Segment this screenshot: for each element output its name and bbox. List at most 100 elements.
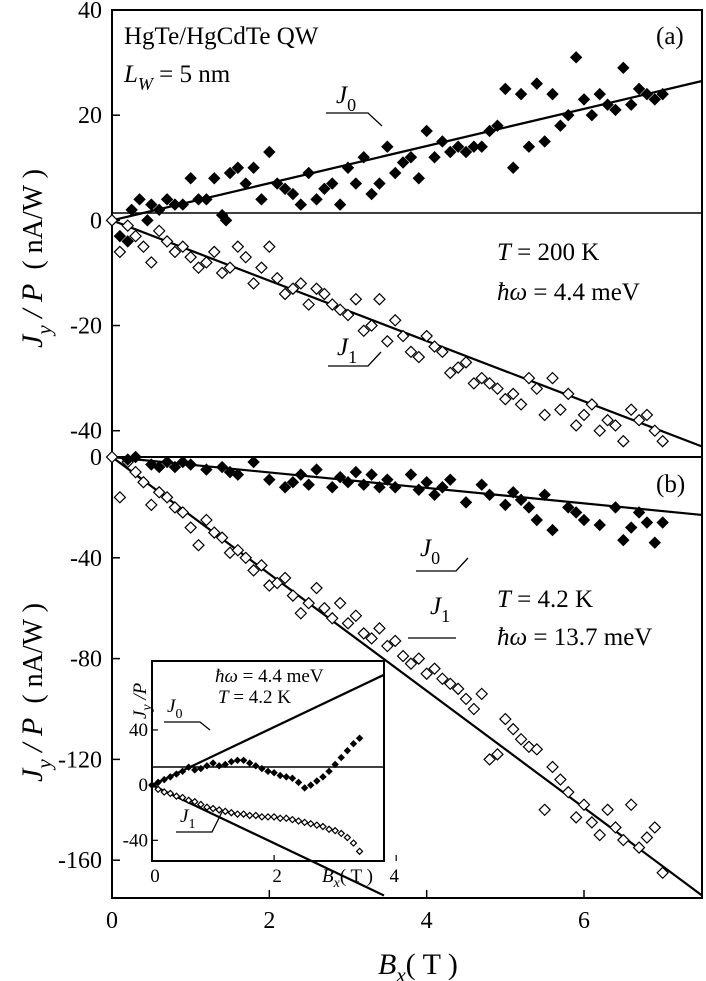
data-point: [467, 377, 481, 390]
data-point: [585, 816, 599, 829]
data-point: [307, 781, 315, 789]
data-point: [632, 413, 646, 427]
data-point: [388, 313, 402, 327]
data-point: [530, 513, 544, 527]
data-point: [420, 475, 433, 489]
data-point: [343, 833, 352, 842]
panel-b-j0-label: J0: [420, 535, 440, 568]
panel-b-fit-lines: [111, 455, 703, 897]
data-point: [270, 177, 284, 190]
data-point: [538, 408, 552, 422]
data-point: [388, 634, 402, 648]
data-point: [319, 822, 327, 831]
x-tick-label: 2: [263, 908, 275, 934]
data-point: [160, 193, 174, 206]
data-point: [554, 119, 567, 132]
data-point: [215, 806, 224, 814]
y-tick-label: -120: [58, 747, 102, 773]
data-point: [428, 151, 441, 164]
data-point: [251, 811, 260, 820]
data-point: [255, 261, 268, 275]
data-point: [276, 814, 285, 823]
data-point: [632, 82, 646, 96]
data-point: [168, 501, 182, 514]
data-point: [640, 831, 654, 844]
panel-b-temperature: T = 4.2 K: [497, 586, 593, 613]
data-point: [239, 810, 248, 818]
data-point: [341, 161, 355, 174]
data-point: [648, 424, 662, 438]
y-sub: y: [32, 759, 56, 771]
data-point: [562, 501, 575, 514]
data-point: [172, 792, 181, 801]
data-point: [554, 403, 567, 417]
data-point: [294, 606, 308, 620]
y-tick-label: 40: [78, 0, 102, 24]
data-point: [221, 760, 229, 769]
y-rest: / P: [16, 718, 49, 760]
y-tick-label: -40: [123, 830, 148, 851]
data-point: [569, 811, 583, 824]
well-width-label: LW = 5 nm: [123, 61, 231, 94]
data-point: [522, 140, 536, 153]
data-point: [451, 361, 465, 374]
data-point: [498, 392, 512, 406]
data-point: [294, 277, 308, 290]
data-point: [475, 371, 489, 385]
data-point: [105, 450, 119, 464]
data-point: [196, 800, 205, 809]
data-point: [176, 198, 190, 211]
y-units: ( nA/W ): [18, 169, 49, 270]
data-point: [388, 166, 402, 180]
data-point: [288, 774, 297, 782]
data-point: [233, 756, 242, 765]
x-units: ( T ): [406, 948, 458, 981]
data-point: [569, 419, 583, 432]
t-symbol: T: [497, 239, 513, 266]
data-point: [396, 329, 410, 343]
t-value: = 4.2 K: [511, 586, 593, 613]
data-point: [302, 478, 315, 491]
panel-b-photon-energy: ħω = 13.7 meV: [497, 624, 652, 651]
data-point: [412, 483, 426, 496]
data-point: [160, 490, 174, 504]
y-tick-label: -40: [70, 546, 102, 572]
data-point: [632, 841, 646, 854]
data-point: [491, 119, 504, 132]
data-point: [656, 866, 670, 880]
hw-symbol: ħω: [215, 666, 238, 687]
data-point: [420, 667, 434, 681]
data-point: [207, 526, 221, 539]
data-point: [546, 371, 559, 385]
data-point: [459, 145, 473, 159]
j1-sub: 1: [441, 606, 450, 626]
data-point: [190, 797, 199, 806]
y-units: ( nA/W ): [18, 603, 49, 704]
lw-symbol: L: [123, 61, 138, 88]
hw-value: = 4.4 meV: [238, 666, 324, 687]
data-point: [337, 829, 346, 838]
data-point: [113, 229, 127, 243]
data-point: [208, 172, 221, 185]
data-point: [365, 468, 378, 481]
j1-sub: 1: [188, 817, 195, 832]
data-point: [609, 501, 622, 514]
data-point: [355, 847, 364, 856]
data-point: [499, 82, 512, 96]
data-point: [191, 766, 199, 774]
data-point: [640, 87, 654, 101]
data-point: [373, 481, 386, 494]
data-point: [616, 833, 630, 847]
data-point: [640, 516, 654, 529]
data-point: [184, 172, 197, 185]
data-point: [381, 140, 394, 153]
data-point: [231, 240, 245, 253]
data-point: [569, 506, 583, 519]
data-point: [546, 760, 559, 774]
data-point: [270, 769, 278, 777]
panel-a-j0-leader: [326, 112, 383, 127]
data-point: [223, 166, 237, 180]
fit-line-j0: [111, 455, 703, 517]
lw-value: = 5 nm: [153, 61, 231, 88]
data-point: [331, 826, 340, 835]
